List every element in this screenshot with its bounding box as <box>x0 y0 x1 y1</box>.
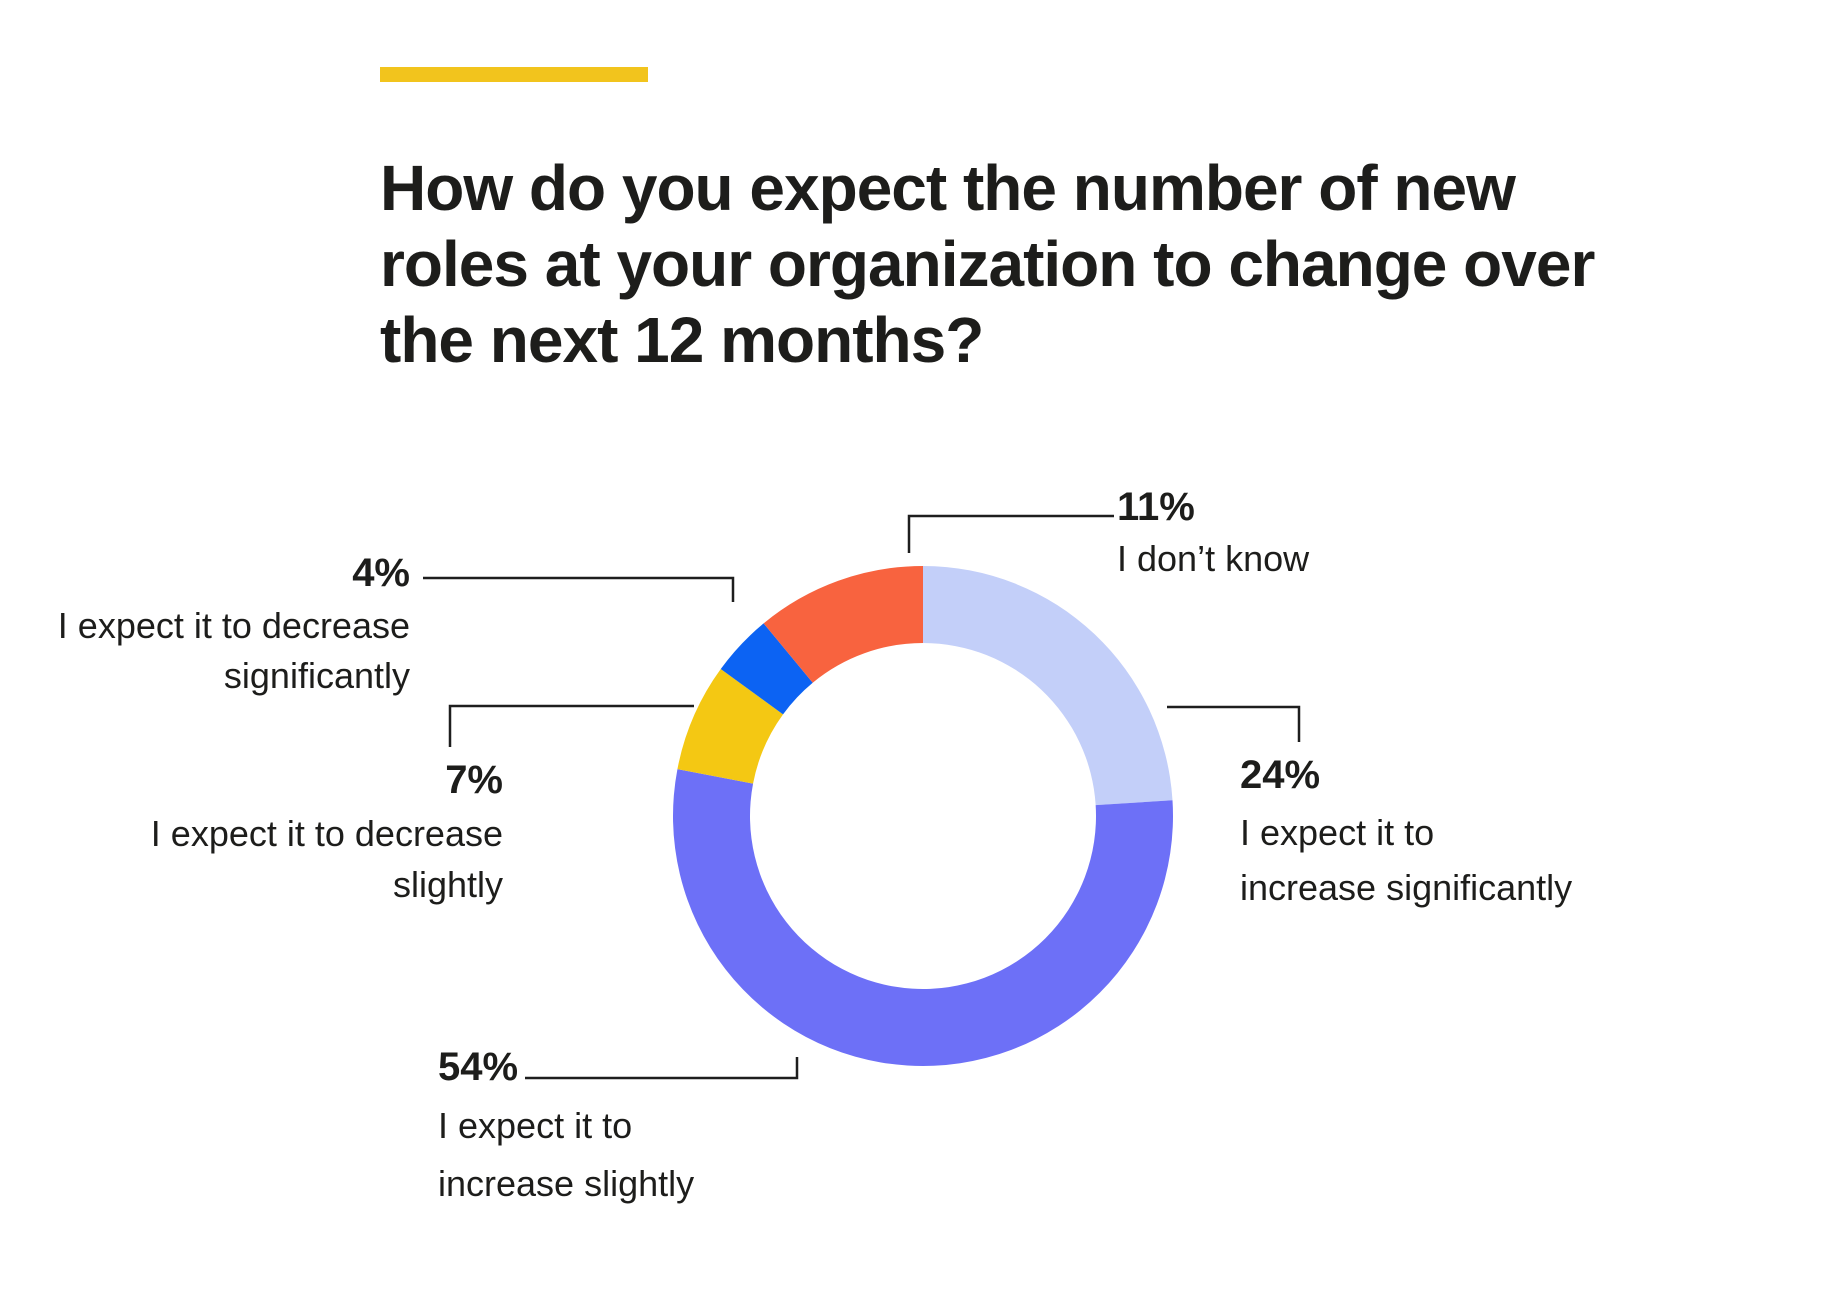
callout-percentage: 7% <box>445 758 503 802</box>
callout-connector-line <box>907 514 1114 553</box>
callout-increase-significantly: 24% I expect it to increase significantl… <box>1240 753 1572 915</box>
callout-decrease-significantly: 4% I expect it to decrease significantly <box>58 551 410 701</box>
callout-dont-know: 11% I don’t know <box>1117 485 1309 581</box>
callout-label: I don’t know <box>1117 538 1310 579</box>
donut-segment <box>923 566 1173 806</box>
callout-connector-line <box>423 576 735 602</box>
donut-segment <box>677 669 784 784</box>
callout-percentage: 11% <box>1117 485 1195 529</box>
callout-percentage: 24% <box>1240 753 1321 797</box>
chart-title: How do you expect the number of new role… <box>380 152 1595 376</box>
callout-connector-line <box>525 1057 799 1080</box>
callout-label: I expect it to decrease significantly <box>57 605 410 696</box>
accent-bar <box>380 67 648 82</box>
callout-label: I expect it to increase significantly <box>1240 812 1573 908</box>
donut-segment <box>720 623 813 715</box>
callout-percentage: 4% <box>352 551 410 595</box>
donut-segment <box>673 769 1173 1066</box>
callout-connector-line <box>1167 705 1301 742</box>
callout-decrease-slightly: 7% I expect it to decrease slightly <box>151 758 503 910</box>
callout-label: I expect it to decrease slightly <box>150 813 503 905</box>
callout-increase-slightly: 54% I expect it to increase slightly <box>438 1045 694 1213</box>
donut-segment <box>763 566 923 683</box>
callout-label: I expect it to increase slightly <box>438 1105 695 1204</box>
callout-percentage: 54% <box>438 1045 519 1089</box>
callout-connector-line <box>448 704 694 747</box>
